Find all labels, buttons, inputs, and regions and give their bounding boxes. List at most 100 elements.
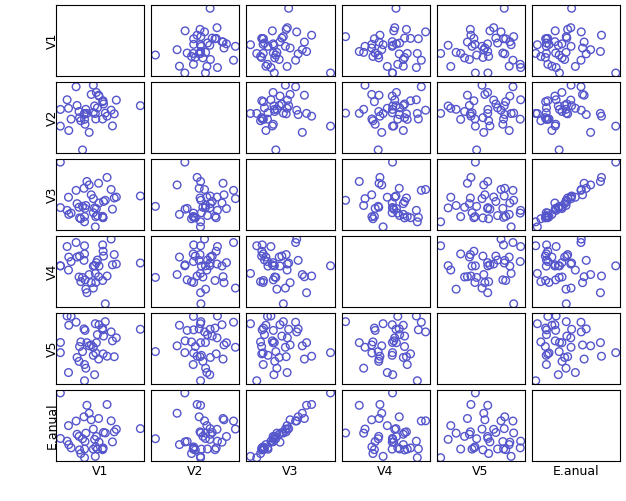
Point bbox=[387, 204, 398, 212]
Point bbox=[100, 109, 110, 117]
Point bbox=[463, 38, 473, 46]
Point bbox=[267, 27, 277, 35]
Point bbox=[595, 339, 605, 347]
Point bbox=[259, 256, 269, 264]
Point bbox=[387, 434, 398, 442]
Point bbox=[465, 194, 475, 202]
Point bbox=[389, 438, 399, 446]
Point bbox=[377, 181, 387, 189]
Point bbox=[282, 425, 292, 433]
Point bbox=[150, 51, 160, 59]
Point bbox=[554, 51, 564, 59]
Point bbox=[222, 204, 232, 212]
Point bbox=[292, 328, 302, 336]
Point bbox=[484, 53, 494, 61]
Point bbox=[390, 425, 400, 433]
Y-axis label: V5: V5 bbox=[46, 340, 59, 357]
Point bbox=[91, 279, 101, 287]
Point bbox=[90, 102, 100, 110]
Point bbox=[368, 449, 378, 457]
Point bbox=[483, 289, 493, 297]
Point bbox=[369, 98, 379, 106]
Point bbox=[368, 117, 378, 125]
Point bbox=[370, 204, 380, 212]
Point bbox=[297, 271, 307, 279]
Point bbox=[98, 445, 108, 453]
Point bbox=[266, 64, 276, 72]
Point bbox=[205, 192, 215, 200]
Point bbox=[218, 414, 228, 422]
Point bbox=[341, 429, 351, 437]
Point bbox=[411, 64, 421, 72]
Point bbox=[398, 210, 408, 218]
Point bbox=[245, 320, 255, 328]
Point bbox=[500, 50, 510, 58]
Point bbox=[272, 364, 282, 372]
Point bbox=[369, 35, 379, 43]
Point bbox=[274, 430, 284, 438]
Point bbox=[91, 443, 101, 451]
Point bbox=[182, 437, 192, 445]
Point bbox=[411, 312, 421, 320]
Point bbox=[382, 63, 393, 71]
Point bbox=[268, 40, 278, 48]
Point bbox=[285, 91, 295, 99]
Point bbox=[280, 284, 290, 292]
Point bbox=[180, 337, 190, 345]
Point bbox=[369, 324, 379, 332]
Point bbox=[190, 214, 200, 222]
Point bbox=[200, 434, 210, 442]
Point bbox=[263, 42, 273, 50]
Point bbox=[354, 401, 364, 409]
Point bbox=[261, 440, 271, 448]
Point bbox=[198, 357, 208, 365]
Point bbox=[182, 204, 192, 212]
Point bbox=[196, 429, 206, 437]
Point bbox=[557, 339, 567, 347]
Point bbox=[540, 252, 550, 260]
Point bbox=[275, 321, 285, 329]
Point bbox=[367, 416, 377, 424]
Point bbox=[611, 262, 621, 270]
Point bbox=[285, 279, 295, 287]
Point bbox=[466, 400, 476, 408]
Point bbox=[550, 122, 560, 130]
Point bbox=[205, 4, 215, 12]
Point bbox=[257, 115, 267, 123]
Point bbox=[399, 214, 409, 222]
Point bbox=[195, 218, 205, 226]
Point bbox=[205, 41, 215, 49]
Point bbox=[394, 211, 404, 219]
Point bbox=[302, 289, 312, 297]
Point bbox=[135, 425, 145, 433]
Point bbox=[547, 253, 557, 261]
Point bbox=[200, 339, 210, 347]
Point bbox=[504, 62, 514, 70]
Point bbox=[218, 179, 228, 187]
Point bbox=[456, 50, 466, 58]
Point bbox=[375, 173, 385, 181]
Point bbox=[368, 53, 378, 61]
Point bbox=[391, 40, 401, 48]
Point bbox=[279, 318, 289, 326]
Point bbox=[326, 389, 336, 397]
X-axis label: V2: V2 bbox=[187, 465, 203, 478]
Point bbox=[266, 437, 276, 445]
Point bbox=[93, 256, 103, 264]
Point bbox=[576, 83, 586, 91]
Point bbox=[501, 98, 511, 106]
Point bbox=[504, 440, 514, 448]
Point bbox=[280, 343, 290, 351]
Point bbox=[485, 438, 495, 446]
Y-axis label: V3: V3 bbox=[46, 186, 59, 203]
Point bbox=[80, 120, 90, 128]
Point bbox=[354, 48, 364, 56]
Point bbox=[471, 274, 481, 282]
Point bbox=[187, 215, 197, 223]
Point bbox=[82, 401, 92, 409]
Point bbox=[354, 177, 364, 185]
Point bbox=[498, 120, 508, 128]
Point bbox=[182, 49, 192, 57]
Point bbox=[299, 355, 309, 363]
Point bbox=[74, 357, 84, 365]
